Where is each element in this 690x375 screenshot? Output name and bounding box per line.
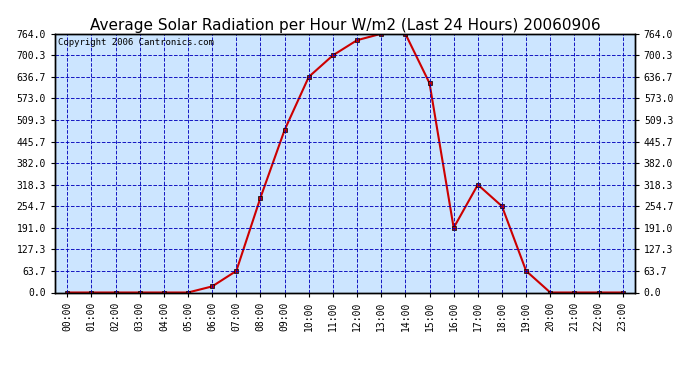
Title: Average Solar Radiation per Hour W/m2 (Last 24 Hours) 20060906: Average Solar Radiation per Hour W/m2 (L… bbox=[90, 18, 600, 33]
Text: Copyright 2006 Cantronics.com: Copyright 2006 Cantronics.com bbox=[58, 38, 214, 46]
